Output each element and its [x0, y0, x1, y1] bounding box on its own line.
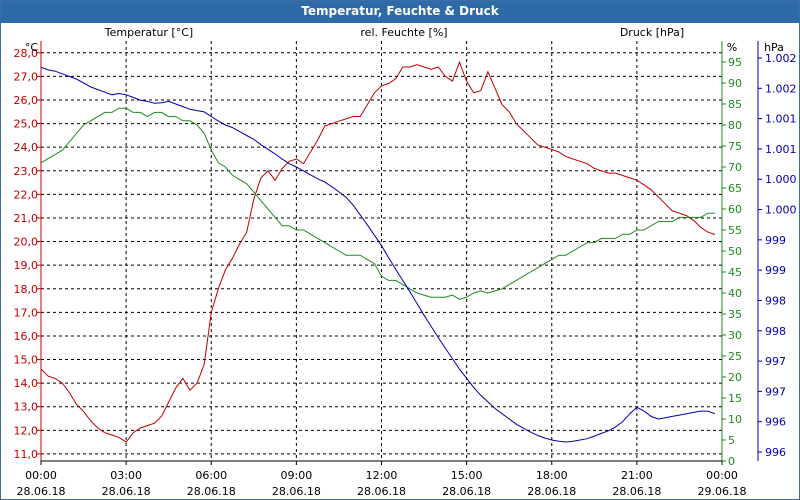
tick-label-humidity: 45: [728, 266, 742, 279]
tick-label-pressure: 996: [765, 416, 786, 429]
tick-label-pressure: 1.002: [765, 52, 797, 65]
legend-temperature: Temperatur [°C]: [104, 26, 193, 39]
tick-label-humidity: 30: [728, 329, 742, 342]
tick-label-temperature: 11,0: [14, 448, 39, 461]
tick-label-pressure: 998: [765, 325, 786, 338]
tick-label-pressure: 1.001: [765, 113, 797, 126]
x-tick-time: 12:00: [366, 469, 398, 482]
tick-label-temperature: 17,0: [14, 306, 39, 319]
tick-label-pressure: 1.000: [765, 173, 797, 186]
tick-label-humidity: 90: [728, 77, 742, 90]
x-tick-time: 18:00: [536, 469, 568, 482]
tick-label-humidity: 65: [728, 182, 742, 195]
tick-label-temperature: 18,0: [14, 283, 39, 296]
tick-label-humidity: 25: [728, 350, 742, 363]
tick-label-humidity: 0: [728, 455, 735, 468]
tick-label-pressure: 1.000: [765, 204, 797, 217]
tick-label-humidity: 75: [728, 140, 742, 153]
unit-pressure: hPa: [764, 41, 784, 54]
x-tick-date: 28.06.18: [442, 485, 491, 498]
tick-label-pressure: 997: [765, 355, 786, 368]
x-tick-date: 28.06.18: [357, 485, 406, 498]
tick-label-humidity: 15: [728, 392, 742, 405]
tick-label-temperature: 24,0: [14, 141, 39, 154]
series-line-pressure: [40, 66, 716, 443]
tick-label-humidity: 35: [728, 308, 742, 321]
x-tick-date: 28.06.18: [17, 485, 66, 498]
tick-label-humidity: 40: [728, 287, 742, 300]
x-tick-date: 28.06.18: [272, 485, 321, 498]
x-tick-date: 28.06.18: [102, 485, 151, 498]
unit-humidity: %: [727, 41, 737, 54]
x-tick-date: 28.06.18: [527, 485, 576, 498]
legend-pressure: Druck [hPa]: [620, 26, 684, 39]
tick-label-temperature: 13,0: [14, 401, 39, 414]
tick-label-humidity: 20: [728, 371, 742, 384]
series-line-temperature: [40, 60, 716, 443]
tick-label-pressure: 999: [765, 234, 786, 247]
tick-label-humidity: 10: [728, 413, 742, 426]
legend-humidity: rel. Feuchte [%]: [360, 26, 447, 39]
tick-label-humidity: 85: [728, 98, 742, 111]
tick-label-temperature: 22,0: [14, 188, 39, 201]
tick-label-pressure: 1.001: [765, 143, 797, 156]
tick-label-temperature: 12,0: [14, 424, 39, 437]
tick-label-temperature: 27,0: [14, 70, 39, 83]
x-tick-date: 29.06.18: [698, 485, 747, 498]
x-tick-time: 03:00: [110, 469, 142, 482]
x-tick-time: 00:00: [25, 469, 57, 482]
chart-canvas: 28,0 27,0 26,0 25,0 24,0 23,0 22,0 21,0 20,0 19,0…: [14, 26, 797, 498]
x-tick-time: 00:00: [706, 469, 738, 482]
tick-label-humidity: 55: [728, 224, 742, 237]
tick-label-temperature: 28,0: [14, 47, 39, 60]
tick-label-humidity: 50: [728, 245, 742, 258]
tick-label-temperature: 26,0: [14, 94, 39, 107]
tick-label-pressure: 997: [765, 385, 786, 398]
x-tick-time: 09:00: [281, 469, 313, 482]
x-tick-time: 06:00: [195, 469, 227, 482]
x-tick-date: 28.06.18: [187, 485, 236, 498]
tick-label-temperature: 14,0: [14, 377, 39, 390]
unit-temperature: °C: [25, 41, 39, 54]
tick-label-temperature: 21,0: [14, 212, 39, 225]
tick-label-humidity: 70: [728, 161, 742, 174]
tick-label-humidity: 95: [728, 56, 742, 69]
tick-label-temperature: 16,0: [14, 330, 39, 343]
x-tick-time: 21:00: [621, 469, 653, 482]
tick-label-temperature: 20,0: [14, 236, 39, 249]
tick-label-temperature: 15,0: [14, 354, 39, 367]
tick-label-humidity: 5: [728, 434, 735, 447]
tick-label-pressure: 1.002: [765, 82, 797, 95]
tick-label-pressure: 996: [765, 446, 786, 459]
tick-label-temperature: 19,0: [14, 259, 39, 272]
x-tick-date: 28.06.18: [612, 485, 661, 498]
x-tick-time: 15:00: [451, 469, 483, 482]
tick-label-humidity: 80: [728, 119, 742, 132]
tick-label-pressure: 998: [765, 294, 786, 307]
tick-label-temperature: 25,0: [14, 118, 39, 131]
tick-label-humidity: 60: [728, 203, 742, 216]
tick-label-temperature: 23,0: [14, 165, 39, 178]
window-title: Temperatur, Feuchte & Druck: [1, 1, 799, 23]
series-line-humidity: [40, 107, 715, 300]
tick-label-pressure: 999: [765, 264, 786, 277]
